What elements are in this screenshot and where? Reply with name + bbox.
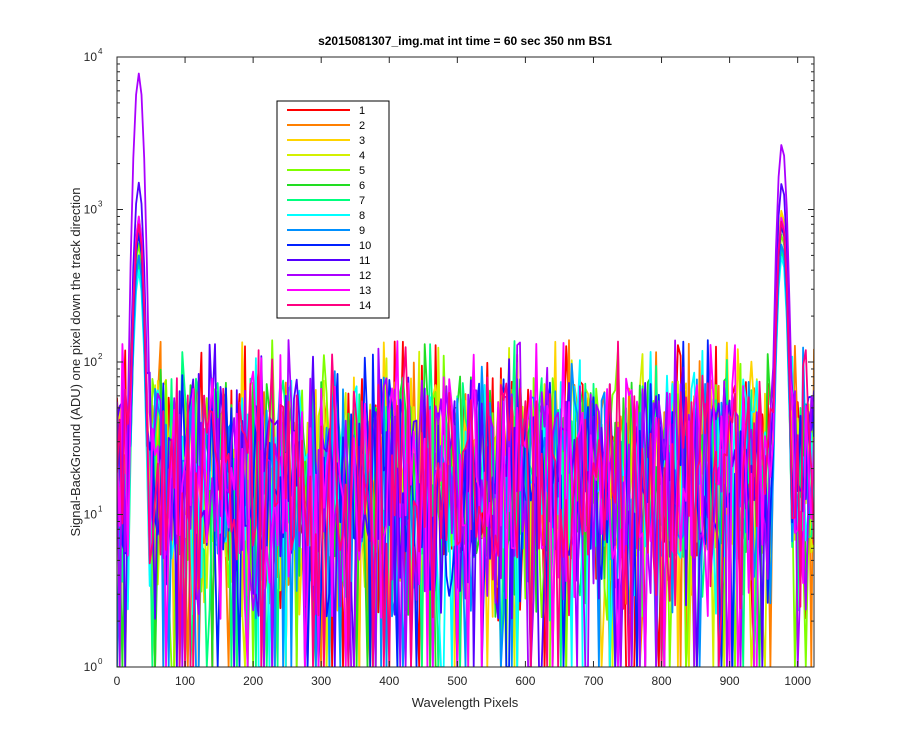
chart-title: s2015081307_img.mat int time = 60 sec 35… xyxy=(318,34,612,48)
series-line-14 xyxy=(117,220,814,667)
x-tick-label: 900 xyxy=(720,674,740,688)
legend-label: 8 xyxy=(359,210,365,222)
y-tick-label: 10 xyxy=(84,203,98,217)
y-tick-label: 10 xyxy=(84,508,98,522)
legend-label: 10 xyxy=(359,240,371,252)
y-tick-exponent: 1 xyxy=(98,505,103,514)
y-tick-label: 10 xyxy=(84,50,98,64)
legend-label: 3 xyxy=(359,135,365,147)
legend-label: 12 xyxy=(359,270,371,282)
legend-label: 4 xyxy=(359,150,365,162)
legend-label: 14 xyxy=(359,300,371,312)
x-tick-label: 200 xyxy=(243,674,263,688)
y-tick-label: 10 xyxy=(84,660,98,674)
x-tick-label: 100 xyxy=(175,674,195,688)
x-tick-label: 0 xyxy=(114,674,121,688)
legend-box xyxy=(276,100,390,319)
series-line-12 xyxy=(117,72,814,667)
y-axis-label: Signal-BackGround (ADU) one pixel down t… xyxy=(68,187,83,536)
x-tick-label: 600 xyxy=(515,674,535,688)
legend-label: 5 xyxy=(359,165,365,177)
legend-label: 6 xyxy=(359,180,365,192)
y-tick-label: 10 xyxy=(84,355,98,369)
legend-label: 9 xyxy=(359,225,365,237)
y-tick-exponent: 0 xyxy=(98,657,103,666)
x-axis-label: Wavelength Pixels xyxy=(412,695,519,710)
series-layer xyxy=(117,72,814,667)
series-line-13 xyxy=(117,215,814,667)
x-tick-label: 400 xyxy=(379,674,399,688)
y-tick-exponent: 4 xyxy=(98,47,103,56)
x-tick-label: 700 xyxy=(583,674,603,688)
legend-label: 1 xyxy=(359,105,365,117)
x-tick-label: 300 xyxy=(311,674,331,688)
y-tick-exponent: 3 xyxy=(98,200,103,209)
legend-label: 11 xyxy=(359,255,370,267)
legend-label: 13 xyxy=(359,285,371,297)
x-tick-label: 800 xyxy=(652,674,672,688)
x-tick-label: 500 xyxy=(447,674,467,688)
y-tick-exponent: 2 xyxy=(98,352,103,361)
x-tick-label: 1000 xyxy=(784,674,811,688)
legend-label: 2 xyxy=(359,120,365,132)
legend-label: 7 xyxy=(359,195,365,207)
